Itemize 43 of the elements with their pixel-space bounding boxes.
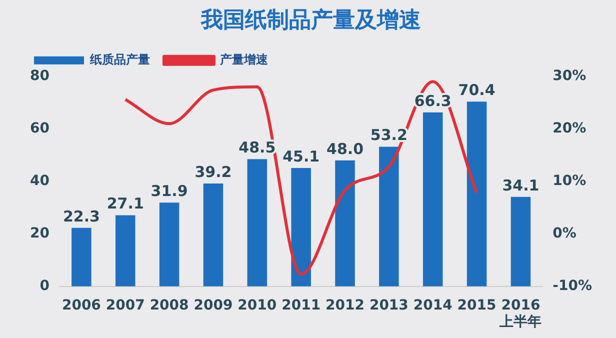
data-label: 34.1 <box>502 176 540 194</box>
bar <box>335 160 355 286</box>
x-tick-label: 2006 <box>62 297 101 314</box>
bar <box>422 112 443 286</box>
bar <box>115 215 136 286</box>
x-tick-label: 2011 <box>282 297 321 314</box>
y2-tick-label: 0% <box>552 226 576 242</box>
bar <box>379 146 399 286</box>
x-tick-label: 2016 上半年 <box>498 297 542 330</box>
y-tick-label: 80 <box>30 68 50 84</box>
bar <box>72 228 92 286</box>
x-tick-label: 2007 <box>106 297 145 314</box>
x-tick-label: 2012 <box>326 297 364 314</box>
y-tick-label: 20 <box>30 226 50 242</box>
bar <box>247 159 268 286</box>
x-tick-label: 2009 <box>194 297 233 314</box>
y-tick-label: 60 <box>30 120 50 137</box>
data-label: 45.1 <box>282 147 320 166</box>
x-tick-label: 2010 <box>238 297 277 314</box>
legend-label: 产量增速 <box>219 52 269 67</box>
bar <box>291 168 311 286</box>
data-label: 27.1 <box>106 194 144 213</box>
y-tick-label: 0 <box>40 278 50 294</box>
data-label: 48.0 <box>326 140 364 158</box>
bar <box>466 102 487 286</box>
x-tick-label: 2013 <box>369 297 408 314</box>
data-label: 70.4 <box>458 80 496 99</box>
x-tick-label: 2008 <box>150 297 189 314</box>
data-label: 31.9 <box>150 182 188 200</box>
y2-tick-label: 30% <box>552 68 586 84</box>
y2-tick-label: -10% <box>552 278 592 294</box>
x-tick-label: 2015 <box>457 297 496 314</box>
bar <box>510 196 531 286</box>
y2-tick-label: 20% <box>552 120 586 137</box>
bar <box>159 202 180 286</box>
data-label: 22.3 <box>62 207 100 226</box>
chart-title: 我国纸制品产量及增速 <box>200 6 421 33</box>
bar <box>203 184 224 286</box>
y-tick-label: 40 <box>30 173 50 190</box>
data-label: 39.2 <box>194 162 232 181</box>
y2-tick-label: 10% <box>552 173 586 190</box>
x-tick-label: 2014 <box>413 297 453 314</box>
legend-label: 纸质品产量 <box>89 52 150 67</box>
